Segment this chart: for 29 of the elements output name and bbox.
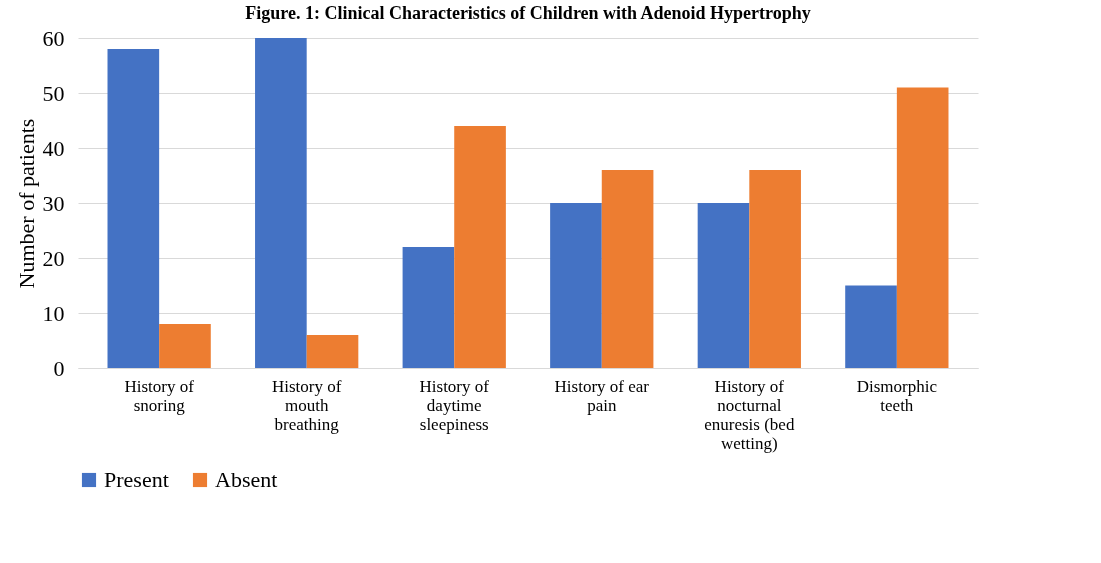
y-tick-label: 50	[42, 80, 65, 106]
bar	[255, 38, 307, 368]
x-tick-label: History of mouth breathing	[271, 376, 342, 434]
bar	[896, 87, 949, 368]
y-tick-label: 20	[42, 245, 65, 271]
x-tick-label: History of snoring	[124, 376, 195, 415]
bar	[454, 126, 506, 368]
x-tick-label: History of daytime sleepiness	[419, 376, 490, 434]
bar	[697, 203, 750, 368]
y-tick-label: 0	[53, 355, 65, 381]
legend-label: Absent	[215, 467, 278, 492]
chart-title: Figure. 1: Clinical Characteristics of Children with Adenoid Hypertrophy	[245, 3, 811, 23]
x-tick-label: History of nocturnal enuresis (bed wetting)	[704, 376, 795, 453]
bar	[550, 203, 602, 368]
bar	[402, 247, 455, 368]
bar	[845, 285, 897, 368]
y-tick-label: 60	[42, 25, 65, 51]
x-tick-label: History of ear pain	[554, 376, 650, 415]
bar	[107, 49, 160, 368]
y-tick-label: 40	[42, 135, 65, 161]
bar	[749, 170, 801, 368]
y-tick-label: 30	[42, 190, 65, 216]
y-axis-title: Number of patients	[13, 118, 39, 289]
x-tick-label: Dismorphic teeth	[856, 376, 938, 415]
bar	[306, 335, 359, 368]
bar	[601, 170, 654, 368]
bar	[159, 324, 211, 368]
legend-label: Present	[104, 467, 169, 492]
y-tick-label: 10	[42, 300, 65, 326]
